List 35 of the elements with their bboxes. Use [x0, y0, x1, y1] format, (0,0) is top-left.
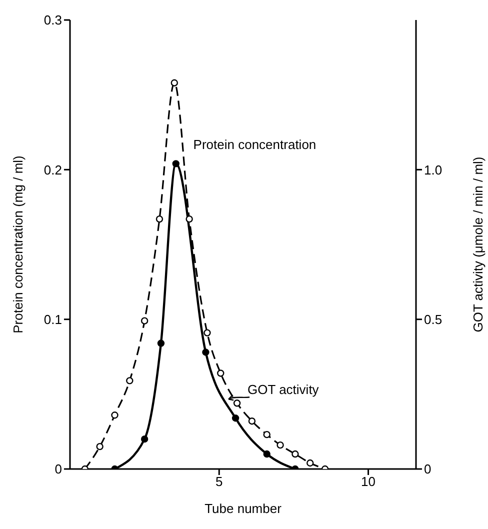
point: [140, 435, 148, 443]
point: [306, 459, 314, 467]
point: [186, 215, 193, 223]
point: [248, 418, 256, 425]
y-tick-label: 0.1: [44, 312, 62, 327]
point: [217, 370, 224, 377]
legend-label: GOT activity: [248, 382, 320, 398]
y2-tick-label: 1.0: [424, 162, 442, 178]
y-axis-title: Protein concentration (mg / ml): [10, 156, 26, 334]
point: [157, 340, 165, 347]
series-label: Protein concentration: [193, 137, 316, 152]
y2-axis-title: GOT activity (μmole / min / ml): [470, 156, 486, 332]
point: [263, 450, 270, 458]
point: [156, 215, 164, 223]
point: [233, 400, 241, 407]
point: [202, 348, 210, 356]
y-tick-label: 0: [54, 462, 62, 477]
y2-tick-label: 0: [424, 462, 432, 477]
point: [263, 430, 270, 438]
x-tick-label: 10: [361, 474, 376, 490]
y-tick-label: 0.2: [44, 162, 62, 178]
point: [292, 450, 299, 458]
point: [170, 79, 178, 86]
point: [232, 414, 240, 422]
point: [172, 160, 180, 168]
x-axis-title: Tube number: [204, 501, 282, 516]
point: [126, 377, 134, 384]
x-tick-label: 5: [216, 474, 223, 490]
y-tick-label: 0.3: [44, 12, 62, 28]
point: [140, 317, 148, 324]
point: [204, 329, 211, 336]
point: [96, 442, 104, 450]
point: [111, 412, 118, 419]
point: [276, 441, 284, 449]
y2-tick-label: 0.5: [424, 312, 442, 327]
